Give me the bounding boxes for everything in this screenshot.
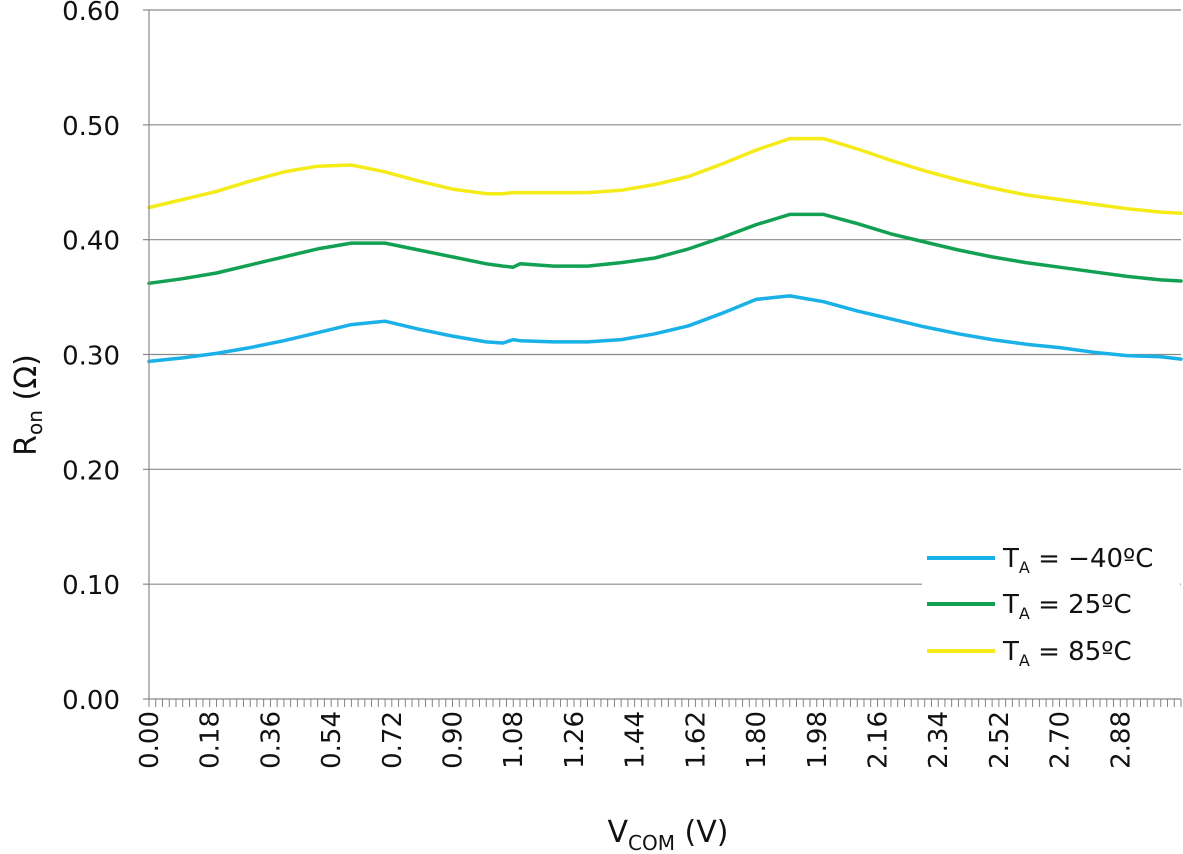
y-axis-title: Ron (Ω) xyxy=(9,354,47,456)
x-tick-label: 1.08 xyxy=(499,711,529,769)
grid-lines xyxy=(149,9,1181,585)
legend-label-2-sub: A xyxy=(1019,604,1030,623)
legend-label-2: TA = 25ºC xyxy=(1002,590,1132,623)
legend-label-1-main: T xyxy=(1002,544,1019,574)
series-lines xyxy=(147,136,1183,364)
x-tick-label: 1.26 xyxy=(560,711,590,769)
x-axis-title-tail: (V) xyxy=(675,815,728,850)
legend-label-2-main: T xyxy=(1002,590,1019,620)
legend-label-3-tail: = 85ºC xyxy=(1030,637,1132,667)
y-tick-label: 0.50 xyxy=(62,112,120,142)
x-tick-labels: 0.00 0.18 0.36 0.54 0.72 0.90 1.08 1.26 1.44 1.62… xyxy=(135,711,1136,769)
y-tick-label: 0.40 xyxy=(62,227,120,257)
y-axis-title-sub: on xyxy=(23,410,47,435)
legend-item-1: TA = −40ºC xyxy=(927,544,1153,577)
legend-item-2: TA = 25ºC xyxy=(927,590,1132,623)
axes xyxy=(143,9,1182,707)
x-axis-title-main: V xyxy=(608,815,629,850)
x-tick-label: 2.34 xyxy=(924,711,954,769)
x-tick-label: 0.18 xyxy=(196,711,226,769)
legend-label-3-main: T xyxy=(1002,637,1019,667)
legend: TA = −40ºC TA = 25ºC TA = 85ºC xyxy=(922,538,1180,680)
x-tick-label: 0.36 xyxy=(256,711,286,769)
x-tick-label: 2.52 xyxy=(985,711,1015,769)
x-tick-label: 2.70 xyxy=(1046,711,1076,769)
y-tick-label: 0.30 xyxy=(62,342,120,372)
y-tick-label: 0.20 xyxy=(62,456,120,486)
x-tick-label: 0.72 xyxy=(378,711,408,769)
legend-background xyxy=(922,538,1180,680)
x-tick-label: 0.54 xyxy=(317,711,347,769)
legend-label-2-tail: = 25ºC xyxy=(1030,590,1132,620)
legend-label-3-sub: A xyxy=(1019,651,1030,670)
series-line-2 xyxy=(147,212,1183,286)
y-tick-labels: 0.00 0.10 0.20 0.30 0.40 0.50 0.60 xyxy=(62,0,120,716)
x-tick-label: 2.88 xyxy=(1106,711,1136,769)
y-tick-label: 0.60 xyxy=(62,0,120,27)
legend-label-1: TA = −40ºC xyxy=(1002,544,1153,577)
y-axis-title-main: R xyxy=(9,435,44,456)
x-tick-label: 2.16 xyxy=(863,711,893,769)
x-tick-label: 1.98 xyxy=(803,711,833,769)
x-tick-label: 0.00 xyxy=(135,711,165,769)
y-tick-label: 0.10 xyxy=(62,571,120,601)
x-tick-label: 0.90 xyxy=(439,711,469,769)
legend-label-3: TA = 85ºC xyxy=(1002,637,1132,670)
y-tick-label: 0.00 xyxy=(62,686,120,716)
series-line-1 xyxy=(147,294,1183,364)
legend-item-3: TA = 85ºC xyxy=(927,637,1132,670)
series-line-3 xyxy=(147,136,1183,216)
x-tick-label: 1.44 xyxy=(621,711,651,769)
x-tick-label: 1.80 xyxy=(742,711,772,769)
x-axis-title: VCOM (V) xyxy=(608,815,729,854)
y-axis-title-tail: (Ω) xyxy=(9,354,44,410)
x-axis-title-sub: COM xyxy=(628,831,675,854)
x-tick-label: 1.62 xyxy=(681,711,711,769)
legend-label-1-sub: A xyxy=(1019,558,1030,577)
legend-label-1-tail: = −40ºC xyxy=(1030,544,1154,574)
